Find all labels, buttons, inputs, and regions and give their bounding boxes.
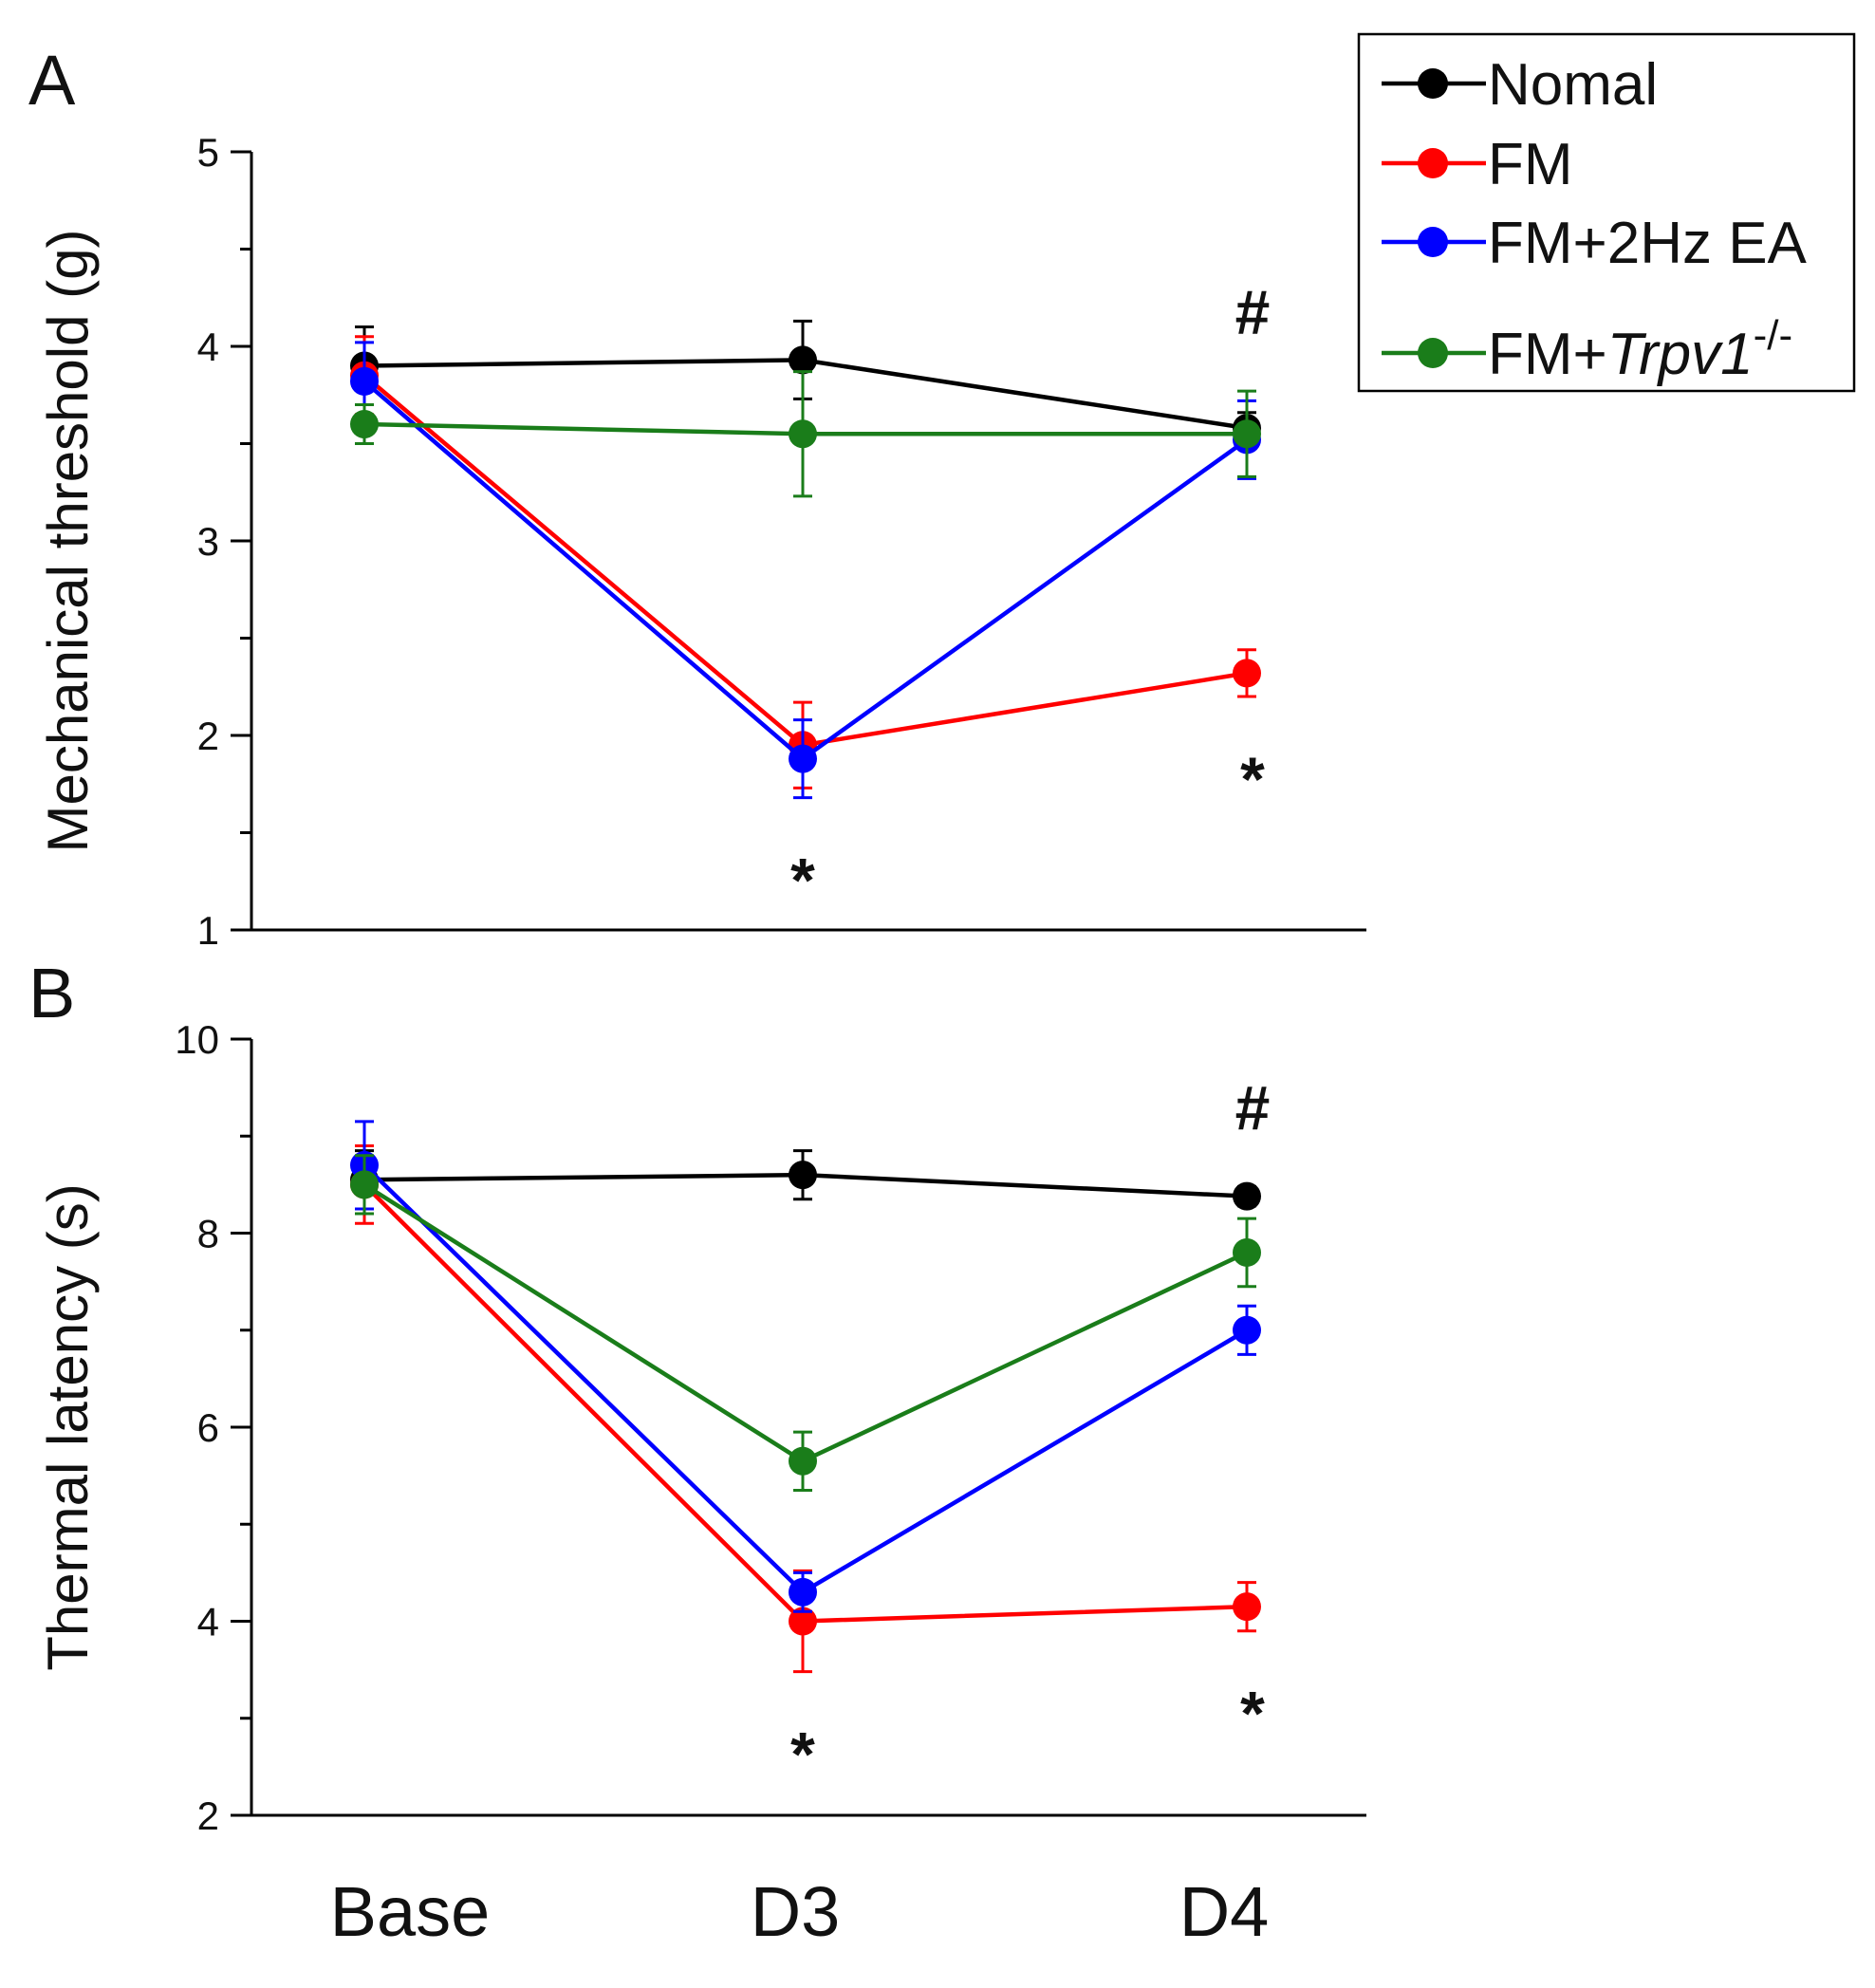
y-tick-label: 1 [197,908,219,953]
legend-item: FM+2Hz EA [1382,211,1808,276]
y-tick-label: 10 [175,1017,219,1062]
y-axis-title: Mechanical threshold (g) [36,230,100,853]
series-line [362,1163,1249,1595]
legend-item: FM [1382,132,1573,197]
data-point [1233,419,1261,449]
data-point [789,1577,817,1607]
legend-marker [1418,148,1448,178]
legend-marker [1418,68,1448,99]
y-axis-title: Thermal latency (s) [36,1183,100,1670]
y-tick-label: 5 [197,130,219,175]
x-category-label: D4 [1179,1872,1270,1951]
data-point [350,410,379,438]
x-category-label: D3 [751,1872,841,1951]
y-tick-label: 4 [197,1600,219,1644]
series-line [362,1182,1248,1464]
asterisk-annotation: * [1240,744,1265,814]
data-point [1233,659,1261,688]
panel-a-chart: A 1 2 3 4 5 Mechanical threshold (g) * * # [28,41,1366,953]
panel-b-chart: B 2 4 6 8 10 Thermal latency (s) * * # Base D3 D4 [28,954,1366,1951]
x-category-label: Base [330,1872,491,1951]
y-tick-label: 3 [197,519,219,564]
asterisk-annotation: * [790,845,815,916]
legend-label: FM [1488,132,1573,197]
data-point [350,1170,379,1199]
series-3 [350,370,1261,498]
y-tick-label: 4 [197,325,219,369]
y-tick-label: 6 [197,1405,219,1450]
data-point [1233,1592,1261,1622]
series-0 [350,1149,1261,1211]
data-point [789,744,817,773]
legend-label: FM+2Hz EA [1488,211,1808,276]
legend-label: FM+Trpv1-/- [1488,312,1792,387]
data-point [789,1607,817,1636]
hash-annotation: # [1235,1072,1271,1143]
legend: Nomal FM FM+2Hz EA FM+Trpv1-/- [1357,32,1856,393]
data-point [789,1161,817,1190]
legend-marker [1418,227,1448,257]
data-point [789,1446,817,1476]
y-tick-label: 8 [197,1212,219,1256]
data-point [1233,1181,1261,1211]
data-point [789,419,817,449]
data-point [789,345,817,375]
series-2 [350,341,1261,800]
data-point [1233,1237,1261,1267]
y-tick-label: 2 [197,1793,219,1838]
series-line [362,1182,1248,1624]
asterisk-annotation: * [1240,1679,1265,1749]
series-3 [350,1154,1261,1492]
legend-item: FM+Trpv1-/- [1382,312,1792,387]
y-tick-label: 2 [197,714,219,758]
data-point [1233,1315,1261,1345]
panel-letter: B [28,954,75,1032]
series-2 [350,1120,1261,1613]
asterisk-annotation: * [790,1719,815,1790]
legend-marker [1418,338,1448,368]
panel-letter: A [28,41,76,120]
data-point [350,366,379,396]
hash-annotation: # [1235,277,1271,347]
legend-label: Nomal [1488,52,1658,118]
legend-item: Nomal [1382,52,1658,118]
